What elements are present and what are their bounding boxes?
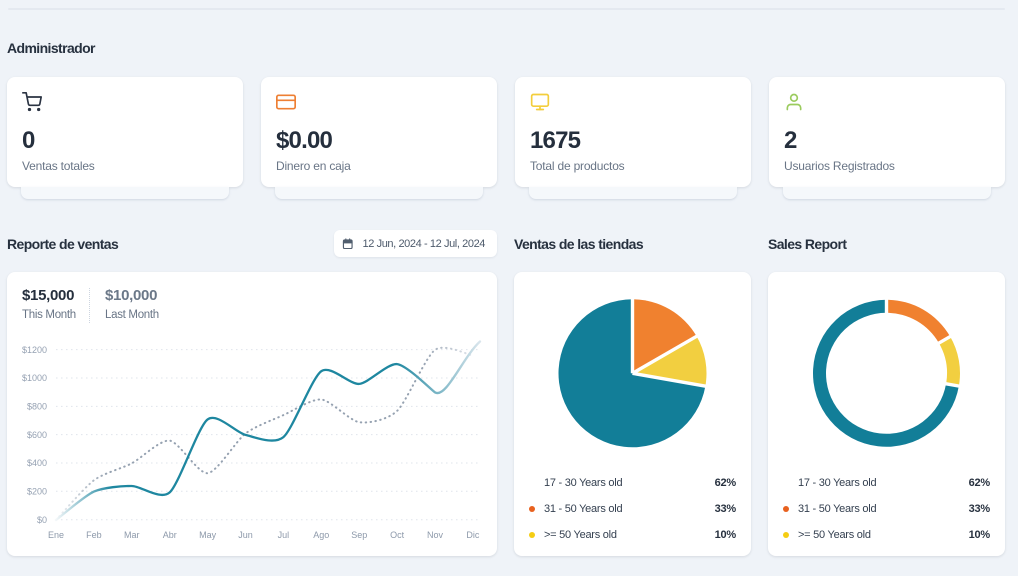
svg-text:$800: $800 [27,402,47,412]
svg-text:Ago: Ago [313,530,329,540]
svg-text:Jul: Jul [278,530,290,540]
svg-text:$600: $600 [27,430,47,440]
svg-text:$200: $200 [27,487,47,497]
svg-text:Jun: Jun [238,530,253,540]
svg-text:Oct: Oct [390,530,405,540]
svg-text:Feb: Feb [86,530,102,540]
svg-text:$0: $0 [37,515,47,525]
svg-text:$1000: $1000 [22,373,47,383]
svg-text:Dic: Dic [466,530,479,540]
svg-text:$400: $400 [27,458,47,468]
svg-text:Mar: Mar [124,530,140,540]
svg-text:Sep: Sep [351,530,367,540]
svg-text:Abr: Abr [163,530,177,540]
svg-text:May: May [199,530,217,540]
svg-text:Ene: Ene [48,530,64,540]
svg-text:Nov: Nov [427,530,444,540]
svg-text:$1200: $1200 [22,345,47,355]
